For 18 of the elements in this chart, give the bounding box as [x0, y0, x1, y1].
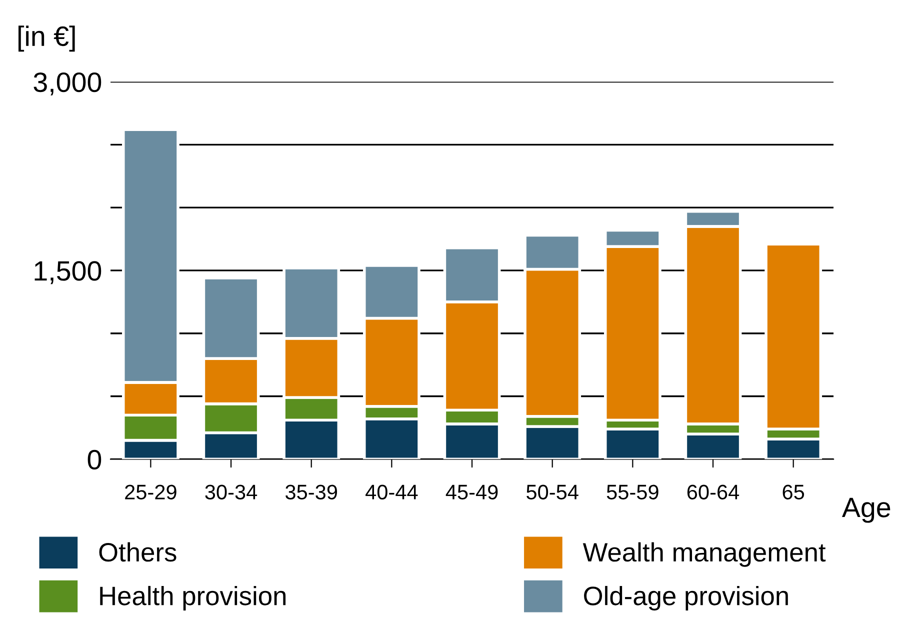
y-tick-label: 3,000 [34, 72, 102, 96]
x-tick-label: 65 [782, 484, 804, 500]
x-tick-label: 35-39 [286, 484, 338, 500]
y-tick-label: 0 [88, 450, 102, 470]
legend-label: Old-age provision [584, 586, 788, 611]
x-tick-label: 40-44 [366, 484, 418, 500]
x-tick-label: 45-49 [446, 484, 498, 500]
legend-label: Wealth management [582, 542, 826, 567]
x-tick-label: 50-54 [526, 484, 578, 500]
y-tick-label: 1,500 [34, 261, 102, 284]
x-tick-label: 55-59 [606, 484, 658, 500]
legend-label: Others [99, 542, 176, 562]
x-axis-title: Age [842, 498, 890, 523]
x-tick-label: 30-34 [205, 484, 258, 500]
x-tick-label: 25-29 [125, 484, 176, 500]
x-tick-label: 60-64 [687, 484, 740, 500]
legend-label: Health provision [100, 586, 286, 611]
y-axis-title: [in €] [18, 26, 75, 52]
